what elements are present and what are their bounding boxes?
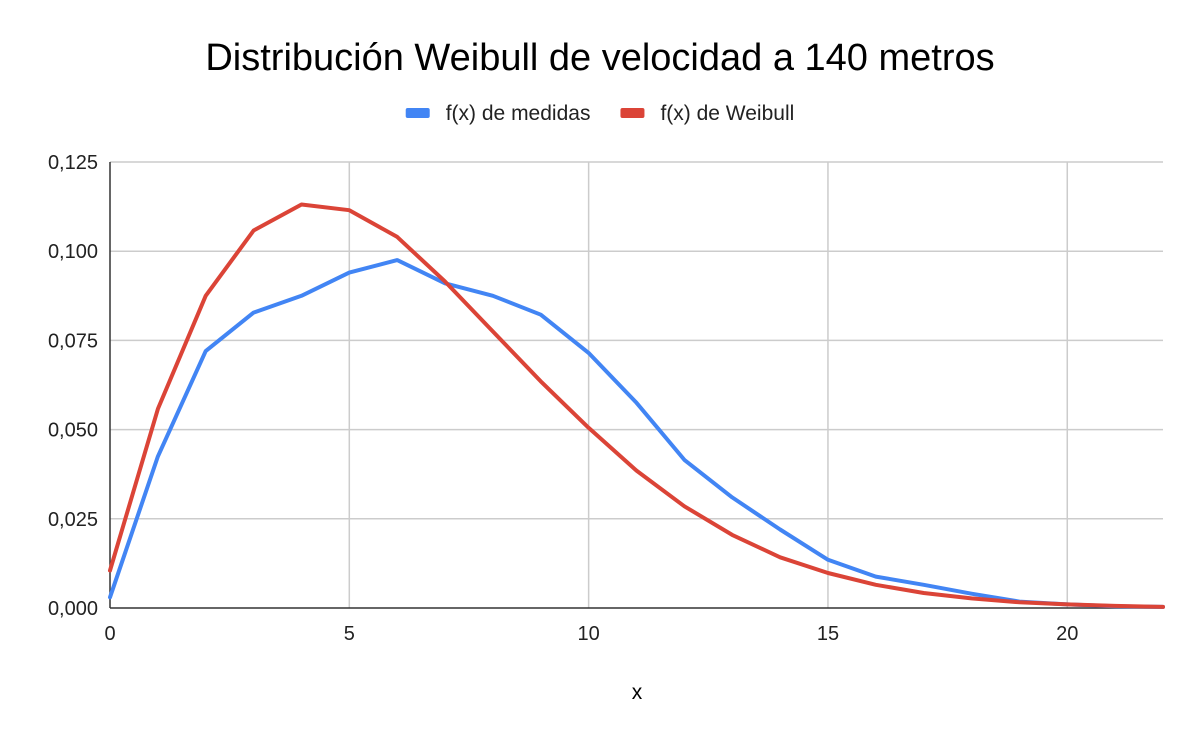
x-tick-label: 20 — [1056, 623, 1078, 645]
chart-gridlines — [110, 161, 1163, 608]
chart-legend: f(x) de medidas f(x) de Weibull — [405, 102, 794, 125]
y-tick-label: 0,075 — [48, 330, 98, 352]
y-tick-label: 0,025 — [48, 509, 98, 531]
y-axis: 0,000 0,025 0,050 0,075 0,100 0,125 — [48, 152, 111, 620]
legend-label-1: f(x) de medidas — [446, 102, 591, 125]
y-tick-label: 0,125 — [48, 152, 98, 174]
chart-title: Distribución Weibull de velocidad a 140 … — [205, 37, 994, 79]
legend-label-2: f(x) de Weibull — [660, 102, 794, 125]
legend-swatch-2 — [620, 108, 645, 118]
series-line-1 — [108, 258, 1165, 609]
x-tick-label: 10 — [578, 623, 600, 645]
series-layer — [108, 202, 1165, 609]
y-tick-label: 0,100 — [48, 241, 98, 263]
y-tick-label: 0,000 — [48, 598, 98, 620]
x-axis: 0 5 10 15 20 — [104, 607, 1163, 645]
series-line-2 — [108, 202, 1165, 609]
x-tick-label: 0 — [104, 623, 115, 645]
x-tick-label: 15 — [817, 623, 839, 645]
x-tick-label: 5 — [344, 623, 355, 645]
legend-swatch-1 — [405, 108, 430, 118]
x-axis-label: x — [632, 681, 643, 704]
y-tick-label: 0,050 — [48, 420, 98, 442]
